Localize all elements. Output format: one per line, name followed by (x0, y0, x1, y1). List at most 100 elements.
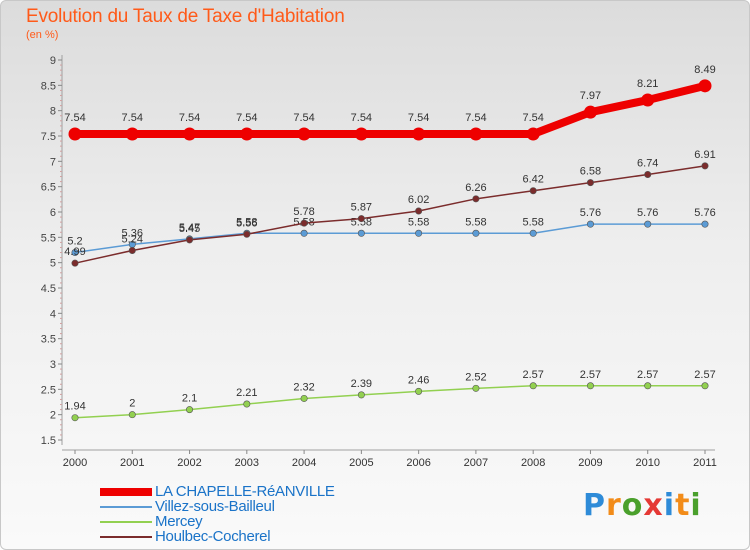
data-point (183, 127, 197, 141)
data-point (469, 127, 483, 141)
data-point (71, 259, 79, 267)
x-tick-label: 2008 (521, 457, 545, 469)
data-label: 7.54 (408, 112, 429, 124)
data-point (415, 387, 423, 395)
legend-swatch-houlbec (100, 536, 152, 538)
data-point (128, 247, 136, 255)
logo-letter: i (690, 488, 702, 523)
data-label: 2.57 (580, 369, 601, 381)
data-label: 5.58 (236, 216, 257, 228)
data-point (186, 406, 194, 414)
x-tick-label: 2011 (693, 457, 717, 469)
data-point (472, 229, 480, 237)
y-tick-label: 4 (50, 308, 56, 320)
x-tick-label: 2010 (635, 457, 659, 469)
data-label: 2.21 (236, 387, 257, 399)
y-tick-label: 6 (50, 207, 56, 219)
x-tick-label: 2009 (578, 457, 602, 469)
x-tick-label: 2002 (177, 457, 201, 469)
data-point (472, 384, 480, 392)
data-label: 5.58 (522, 216, 543, 228)
data-point (644, 382, 652, 390)
data-point (644, 220, 652, 228)
logo-letter: i (663, 488, 676, 523)
data-label: 5.45 (179, 223, 200, 235)
legend-swatch-la-chapelle (100, 488, 152, 496)
y-tick-label: 4.5 (41, 283, 56, 295)
logo-letter: r (606, 488, 622, 523)
x-tick-label: 2003 (235, 457, 259, 469)
data-point (644, 171, 652, 179)
data-point (701, 162, 709, 170)
data-label: 7.97 (580, 90, 601, 102)
data-label: 8.49 (694, 64, 715, 76)
data-label: 5.76 (637, 207, 658, 219)
data-point (297, 127, 311, 141)
data-label: 7.54 (522, 112, 543, 124)
data-point (357, 215, 365, 223)
data-label: 5.2 (67, 236, 82, 248)
data-point (529, 229, 537, 237)
y-tick-label: 8.5 (41, 80, 56, 92)
x-tick-label: 2004 (292, 457, 316, 469)
data-label: 6.26 (465, 182, 486, 194)
data-point (586, 179, 594, 187)
data-point (583, 105, 597, 119)
data-label: 7.54 (465, 112, 486, 124)
logo-letter: o (621, 488, 644, 523)
data-label: 7.54 (236, 112, 257, 124)
series-line (71, 81, 709, 138)
data-point (415, 229, 423, 237)
data-label: 4.99 (64, 246, 85, 258)
data-label: 8.21 (637, 78, 658, 90)
x-tick-label: 2001 (120, 457, 144, 469)
data-label: 5.58 (408, 216, 429, 228)
data-label: 2.57 (694, 369, 715, 381)
x-tick-label: 2006 (406, 457, 430, 469)
x-tick-label: 2005 (349, 457, 373, 469)
data-point (71, 414, 79, 422)
data-label: 6.02 (408, 194, 429, 206)
data-label: 7.54 (64, 112, 85, 124)
data-point (354, 127, 368, 141)
data-label: 2.39 (351, 378, 372, 390)
data-point (300, 394, 308, 402)
data-point (125, 127, 139, 141)
series-line (74, 223, 706, 254)
y-tick-label: 5 (50, 258, 56, 270)
y-tick-label: 3 (50, 359, 56, 371)
logo-letter: t (675, 488, 691, 523)
data-label: 5.56 (236, 217, 257, 229)
data-label: 7.54 (351, 112, 372, 124)
y-tick-label: 1.5 (41, 435, 56, 447)
chart-title: Evolution du Taux de Taxe d'Habitation (26, 6, 345, 27)
y-tick-label: 6.5 (41, 182, 56, 194)
y-tick-label: 2.5 (41, 384, 56, 396)
data-label: 6.42 (522, 174, 543, 186)
logo-letter: P (583, 488, 606, 523)
data-label: 1.94 (64, 401, 85, 413)
data-point (472, 195, 480, 203)
legend-label-mercey: Mercey (155, 513, 203, 530)
data-label: 2.1 (182, 393, 197, 405)
data-point (586, 220, 594, 228)
series-line (74, 385, 706, 419)
data-label: 2.46 (408, 374, 429, 386)
y-tick-label: 9 (50, 55, 56, 67)
x-tick-label: 2000 (63, 457, 87, 469)
data-label: 5.78 (293, 206, 314, 218)
y-tick-label: 8 (50, 106, 56, 118)
data-point (68, 127, 82, 141)
legend-swatch-mercey (100, 521, 152, 523)
data-label: 5.87 (351, 202, 372, 214)
data-label: 2.32 (293, 381, 314, 393)
legend-label-villez: Villez-sous-Bailleul (155, 498, 275, 515)
data-label: 5.76 (580, 207, 601, 219)
legend-label-la-chapelle: LA CHAPELLE-RéANVILLE (155, 483, 335, 500)
data-point (529, 382, 537, 390)
series-line (74, 165, 706, 264)
y-tick-label: 7 (50, 156, 56, 168)
data-label: 5.24 (122, 234, 143, 246)
data-point (186, 236, 194, 244)
